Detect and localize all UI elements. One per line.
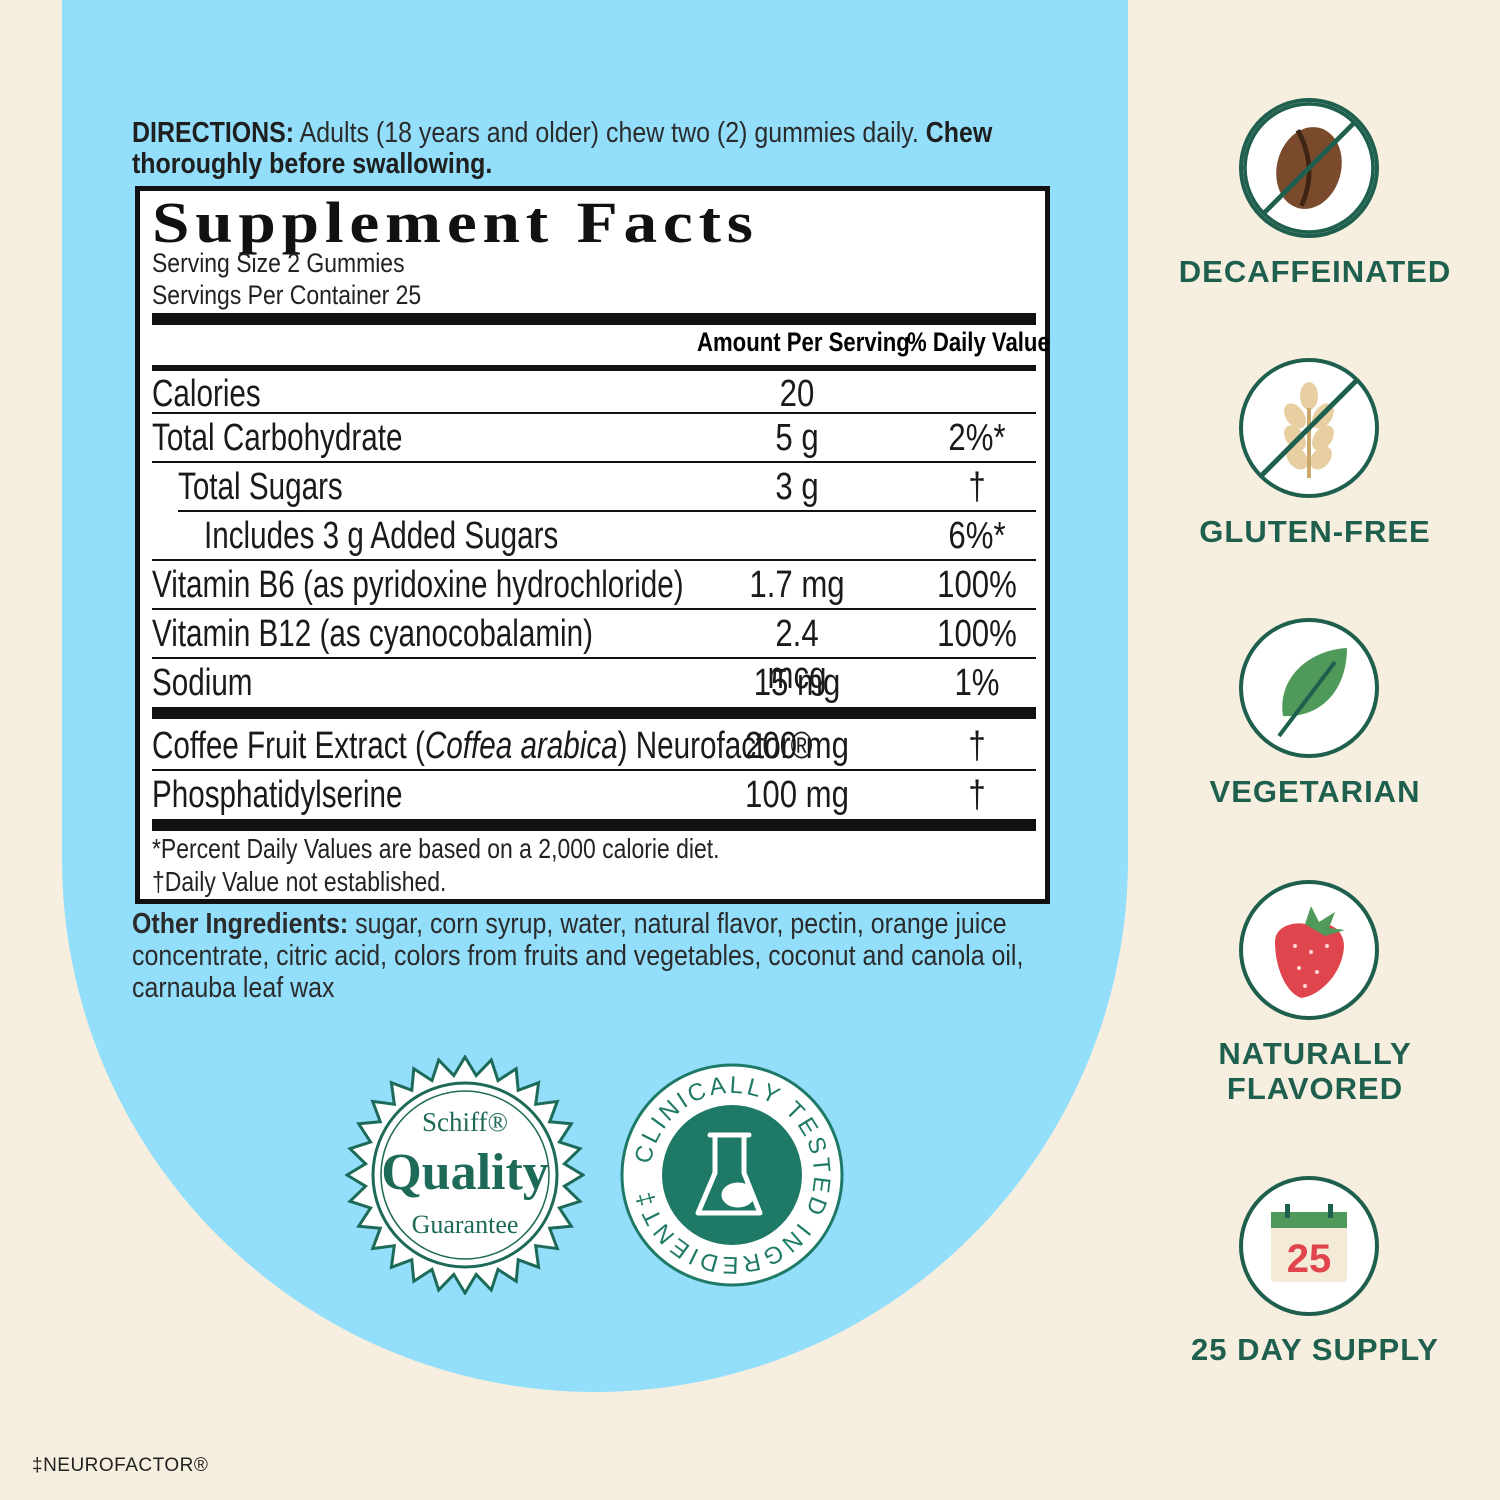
amount-per-serving-header: Amount Per Serving — [697, 327, 910, 357]
row-divider — [152, 461, 1036, 463]
nutrient-row-calories: Calories 20 — [152, 373, 815, 415]
thick-divider — [152, 707, 1036, 719]
row-divider — [152, 657, 1036, 659]
coffee-bean-crossed-icon — [1239, 98, 1379, 238]
seal-brand: Schiff® — [422, 1107, 508, 1137]
wheat-crossed-icon — [1239, 358, 1379, 498]
neurofactor-footnote: ‡NEUROFACTOR® — [32, 1455, 209, 1476]
footnote-daily-values: *Percent Daily Values are based on a 2,0… — [152, 833, 720, 864]
row-divider — [152, 769, 1036, 771]
nutrient-row-vitamin-b12: Vitamin B12 (as cyanocobalamin) 2.4 mcg … — [152, 613, 1017, 697]
servings-per-container: Servings Per Container 25 — [152, 280, 422, 310]
row-divider — [152, 412, 1036, 414]
thick-divider — [152, 313, 1036, 325]
footnote-not-established: †Daily Value not established. — [152, 866, 447, 897]
calendar-icon: 25 — [1239, 1176, 1379, 1316]
seal-quality-word: Quality — [381, 1144, 549, 1201]
nutrient-row-sodium: Sodium 15 mg 1% — [152, 662, 1000, 704]
calendar-number: 25 — [1287, 1237, 1332, 1281]
supplement-facts-panel: Supplement Facts Serving Size 2 Gummies … — [135, 186, 1050, 904]
leaf-icon — [1239, 618, 1379, 758]
serving-size: Serving Size 2 Gummies — [152, 248, 405, 278]
row-divider — [178, 510, 1036, 512]
strawberry-icon — [1239, 880, 1379, 1020]
column-header-row: Amount Per Serving % Daily Value — [152, 327, 1050, 365]
clinically-tested-seal: CLINICALLY TESTED INGREDIENT‡ — [620, 1063, 844, 1287]
nutrient-row-vitamin-b6: Vitamin B6 (as pyridoxine hydrochloride)… — [152, 564, 1017, 606]
row-divider — [152, 559, 1036, 561]
directions-text: DIRECTIONS: Adults (18 years and older) … — [132, 117, 993, 180]
flask-leaf-icon — [695, 1132, 763, 1216]
nutrient-row-added-sugars: Includes 3 g Added Sugars 6%* — [204, 515, 1006, 557]
nutrient-row-total-sugars: Total Sugars 3 g † — [178, 466, 986, 508]
medium-divider — [152, 365, 1036, 371]
schiff-quality-seal: Schiff® Quality Guarantee — [345, 1055, 585, 1295]
other-ingredients-text: Other Ingredients: sugar, corn syrup, wa… — [132, 908, 1024, 1004]
daily-value-header: % Daily Value — [907, 327, 1050, 357]
ingredient-row-coffee-fruit-extract: Coffee Fruit Extract (Coffea arabica) Ne… — [152, 725, 986, 767]
supplement-facts-title: Supplement Facts — [152, 190, 759, 255]
seal-guarantee: Guarantee — [412, 1210, 519, 1239]
nutrient-row-total-carbohydrate: Total Carbohydrate 5 g 2%* — [152, 417, 1006, 459]
ingredient-row-phosphatidylserine: Phosphatidylserine 100 mg † — [152, 774, 986, 816]
row-divider — [152, 608, 1036, 610]
thick-divider — [152, 819, 1036, 831]
